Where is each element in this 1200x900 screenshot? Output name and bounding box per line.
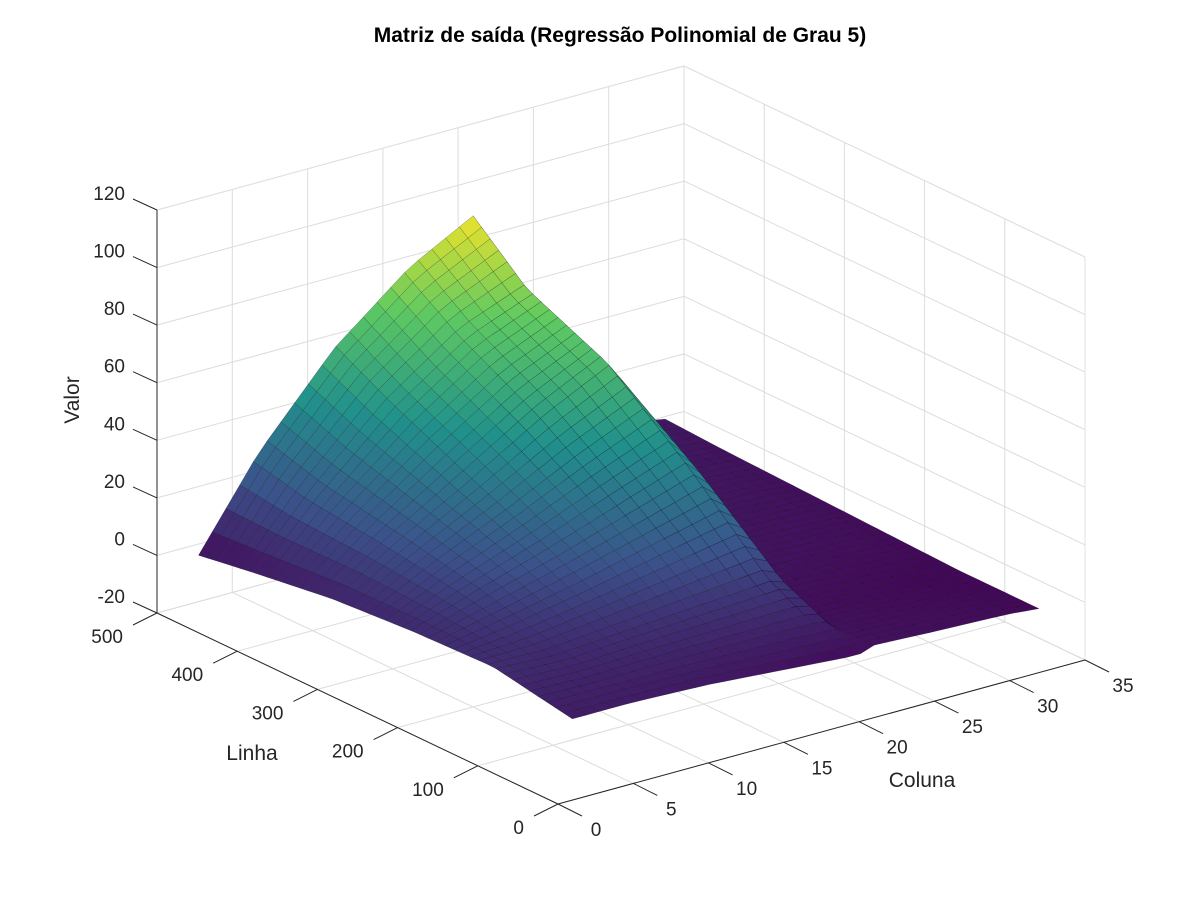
y-axis-label: Linha (226, 742, 278, 765)
grid-line (683, 238, 1086, 431)
y-tick-label: 400 (171, 665, 203, 686)
y-tick-label: 300 (252, 703, 284, 724)
x-tick-label: 10 (736, 779, 757, 800)
z-tick-mark (132, 486, 158, 499)
x-tick-label: 0 (591, 820, 602, 841)
z-tick-mark (132, 256, 158, 269)
y-tick-label: 200 (332, 742, 364, 763)
y-tick-mark (453, 765, 479, 779)
z-tick-label: 20 (104, 472, 125, 493)
y-tick-mark (293, 688, 318, 702)
z-tick-mark (132, 198, 158, 211)
z-axis-label: Valor (61, 376, 84, 423)
x-axis-label: Coluna (889, 769, 956, 792)
x-tick-mark (633, 782, 658, 796)
y-tick-label: 100 (412, 780, 444, 801)
x-tick-mark (557, 803, 583, 817)
z-tick-mark (132, 428, 158, 441)
surface-patch (563, 709, 587, 720)
box-edge (683, 65, 1086, 258)
x-tick-label: 5 (666, 799, 677, 820)
y-tick-mark (533, 803, 559, 817)
grid-line (156, 180, 685, 326)
grid-line (683, 295, 1086, 488)
x-tick-mark (1009, 680, 1034, 694)
y-tick-mark (212, 650, 238, 664)
z-tick-mark (132, 543, 158, 556)
grid-line (683, 123, 1086, 316)
y-axis-line (156, 612, 559, 805)
z-tick-label: 80 (104, 299, 125, 320)
chart-title: Matriz de saída (Regressão Polinomial de… (374, 24, 866, 47)
x-axis-line (557, 659, 1086, 805)
x-tick-label: 15 (811, 758, 832, 779)
z-tick-mark (132, 313, 158, 326)
surface-plot (198, 215, 1040, 720)
x-tick-mark (934, 700, 959, 714)
y-tick-mark (132, 612, 158, 626)
x-tick-label: 35 (1112, 676, 1133, 697)
box-edge (156, 65, 685, 211)
x-tick-mark (1084, 659, 1110, 673)
z-tick-label: 40 (104, 414, 125, 435)
z-tick-label: 0 (114, 529, 125, 550)
x-tick-mark (708, 762, 733, 776)
z-tick-label: 60 (104, 357, 125, 378)
x-tick-mark (783, 741, 809, 755)
grid-line (683, 353, 1086, 546)
grid-line (477, 621, 1005, 767)
x-tick-mark (858, 721, 884, 735)
grid-line (683, 180, 1086, 373)
grid-line (683, 410, 1086, 603)
z-tick-label: 100 (93, 242, 125, 263)
axes: -20 0 20 40 60 80 100 120 0 100 200 300 400 500 0 5 10 15… (91, 184, 1133, 841)
z-tick-mark (132, 601, 158, 614)
grid-line (232, 591, 634, 784)
y-tick-label: 0 (513, 818, 524, 839)
x-tick-label: 25 (962, 717, 983, 738)
y-tick-mark (373, 727, 398, 741)
y-tick-label: 500 (91, 627, 123, 648)
z-tick-mark (132, 371, 158, 384)
z-tick-label: -20 (98, 587, 125, 608)
grid-line (156, 123, 685, 269)
z-tick-label: 120 (93, 184, 125, 205)
x-tick-label: 30 (1037, 697, 1058, 718)
x-tick-label: 20 (887, 738, 908, 759)
